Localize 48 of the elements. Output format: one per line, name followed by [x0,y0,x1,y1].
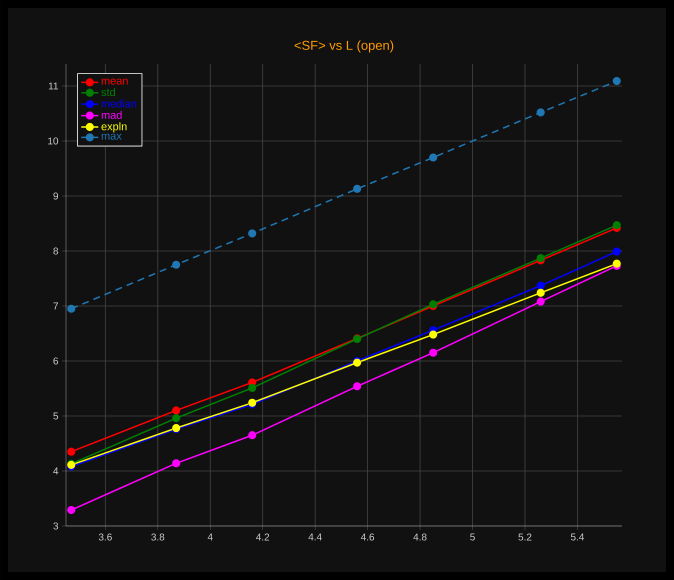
x-tick-label: 4.8 [413,534,427,541]
point [248,384,256,392]
y-tick-label: 8 [53,247,58,255]
legend-label: expln [102,122,127,132]
x-tick-label: 5.4 [570,534,584,540]
y-tick-label: 9 [53,192,58,200]
point [536,282,545,290]
chart-title: <SF> vs L (open) [294,40,394,52]
legend-label: median [102,99,136,108]
legend-label: max [102,134,122,140]
legend-label: std [101,88,115,96]
point [353,184,362,193]
y-tick-label: 10 [48,137,58,145]
point [67,448,76,456]
point [353,382,362,390]
point [429,330,438,339]
point [429,348,438,357]
point [612,76,621,86]
x-tick-label: 4.6 [360,534,374,541]
x-tick-label: 3.8 [151,534,164,541]
x-tick-label: 4.4 [308,534,322,540]
point [248,229,256,238]
y-tick-label: 11 [48,82,58,90]
point [248,431,256,440]
y-tick-label: 5 [53,412,58,420]
x-tick-label: 4 [208,534,213,540]
x-tick-label: 3.6 [98,534,112,541]
legend-label: mean [102,78,128,85]
x-tick-label: 4.2 [256,534,270,540]
point [172,260,180,269]
y-tick-label: 6 [53,357,58,365]
point [67,506,76,514]
y-tick-label: 4 [53,468,58,474]
point [612,247,621,256]
x-tick-label: 5.2 [518,534,532,541]
y-tick-label: 7 [53,302,58,310]
point [172,414,180,422]
point [612,221,621,230]
point [536,298,545,306]
point [536,288,545,297]
point [429,153,438,162]
y-tick-label: 3 [53,522,58,530]
point [172,406,180,415]
legend-label: mad [102,110,122,119]
point [172,459,180,468]
point [536,108,545,116]
x-tick-label: 5 [470,534,475,540]
point [67,304,76,313]
